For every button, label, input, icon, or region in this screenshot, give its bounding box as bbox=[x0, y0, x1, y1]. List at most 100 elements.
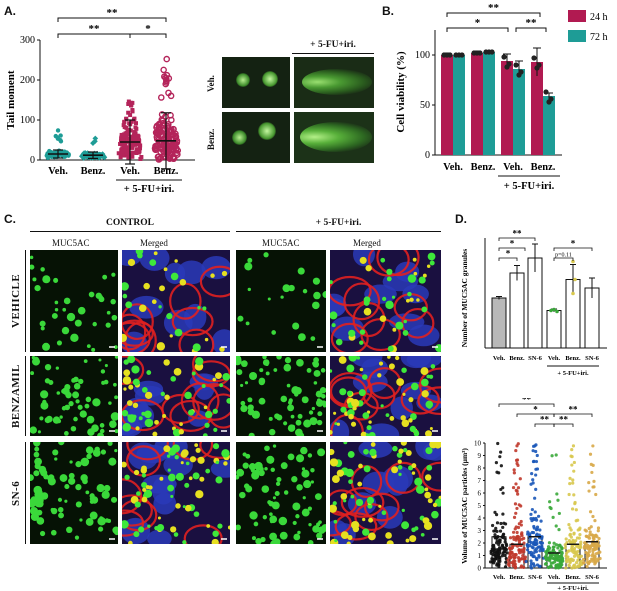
granule bbox=[410, 382, 419, 391]
granule bbox=[405, 298, 410, 303]
data-point bbox=[495, 548, 499, 552]
data-point bbox=[132, 130, 137, 135]
data-point bbox=[591, 549, 595, 553]
granule bbox=[108, 457, 117, 466]
granule bbox=[343, 442, 348, 445]
nucleus bbox=[382, 465, 413, 492]
data-point bbox=[128, 128, 133, 133]
data-point bbox=[118, 141, 123, 146]
granule bbox=[83, 359, 88, 363]
data-point bbox=[570, 507, 575, 511]
granule bbox=[431, 510, 439, 519]
granule bbox=[430, 364, 436, 369]
row-bracket-benzamil bbox=[25, 356, 26, 436]
granule bbox=[89, 511, 98, 520]
data-point bbox=[528, 536, 532, 541]
data-point bbox=[585, 546, 589, 550]
data-point bbox=[557, 543, 561, 547]
granule bbox=[350, 421, 357, 427]
membrane bbox=[343, 282, 381, 321]
granule bbox=[255, 538, 262, 544]
granule bbox=[295, 514, 300, 519]
granule bbox=[249, 511, 258, 520]
granule bbox=[397, 465, 403, 470]
membrane bbox=[421, 461, 441, 492]
granule bbox=[174, 328, 183, 337]
granule bbox=[158, 305, 162, 309]
data-point bbox=[594, 492, 598, 497]
granule bbox=[163, 267, 168, 272]
data-point bbox=[165, 89, 172, 97]
granule bbox=[54, 300, 59, 305]
granule bbox=[400, 415, 406, 421]
granule bbox=[122, 376, 132, 385]
granule bbox=[110, 496, 118, 503]
granule bbox=[74, 319, 82, 327]
granule bbox=[50, 507, 58, 515]
granule bbox=[195, 490, 204, 499]
data-point bbox=[568, 482, 572, 486]
granule bbox=[388, 363, 395, 370]
granule bbox=[34, 284, 41, 292]
membrane bbox=[385, 461, 422, 494]
granule bbox=[361, 374, 368, 380]
data-point bbox=[554, 543, 559, 547]
granule bbox=[68, 472, 75, 479]
granule bbox=[98, 526, 104, 532]
micro-image-sn6-muc5ac-treated bbox=[236, 442, 326, 544]
x-tick-label: Veh. bbox=[443, 162, 463, 173]
granule bbox=[297, 530, 301, 535]
granule bbox=[142, 487, 147, 492]
data-point bbox=[529, 550, 533, 554]
granule bbox=[37, 430, 41, 434]
data-point bbox=[571, 444, 576, 448]
granule bbox=[217, 523, 223, 529]
granule bbox=[107, 442, 113, 446]
data-point bbox=[586, 561, 590, 565]
significance-label: ** bbox=[488, 2, 500, 14]
data-point bbox=[565, 541, 569, 545]
data-point bbox=[558, 560, 562, 564]
granule bbox=[292, 322, 300, 330]
granule bbox=[272, 444, 277, 448]
granule bbox=[343, 499, 347, 503]
granule bbox=[79, 518, 83, 522]
granule bbox=[170, 376, 177, 382]
group-label: + 5-FU+iri. bbox=[124, 184, 175, 195]
granule bbox=[265, 371, 270, 376]
granule bbox=[266, 455, 275, 464]
granule bbox=[333, 411, 337, 415]
granule bbox=[164, 394, 170, 400]
granule bbox=[424, 487, 429, 492]
data-point bbox=[547, 541, 552, 545]
granule bbox=[401, 367, 407, 373]
data-point bbox=[535, 467, 540, 471]
granule bbox=[301, 396, 307, 402]
granule bbox=[416, 298, 420, 302]
granule bbox=[331, 323, 336, 328]
granule bbox=[33, 451, 40, 458]
data-point bbox=[497, 540, 501, 544]
granule bbox=[270, 467, 275, 473]
granule bbox=[310, 480, 314, 484]
data-point bbox=[540, 536, 544, 541]
granule bbox=[144, 391, 153, 399]
granule bbox=[122, 282, 129, 291]
granule bbox=[273, 538, 281, 544]
data-point bbox=[516, 463, 520, 468]
granule bbox=[307, 453, 313, 458]
group-label: + 5-FU+iri. bbox=[557, 585, 589, 591]
comet-image-veh-control bbox=[222, 57, 290, 108]
granule bbox=[313, 291, 321, 300]
data-point bbox=[534, 556, 539, 561]
data-point bbox=[571, 259, 575, 264]
granule bbox=[210, 273, 215, 278]
data-point bbox=[534, 550, 539, 554]
granule bbox=[391, 466, 399, 474]
granule bbox=[394, 356, 400, 361]
granule bbox=[362, 412, 370, 419]
granule bbox=[91, 347, 96, 352]
data-point bbox=[547, 557, 551, 562]
granule bbox=[377, 373, 382, 378]
granule bbox=[122, 333, 127, 343]
